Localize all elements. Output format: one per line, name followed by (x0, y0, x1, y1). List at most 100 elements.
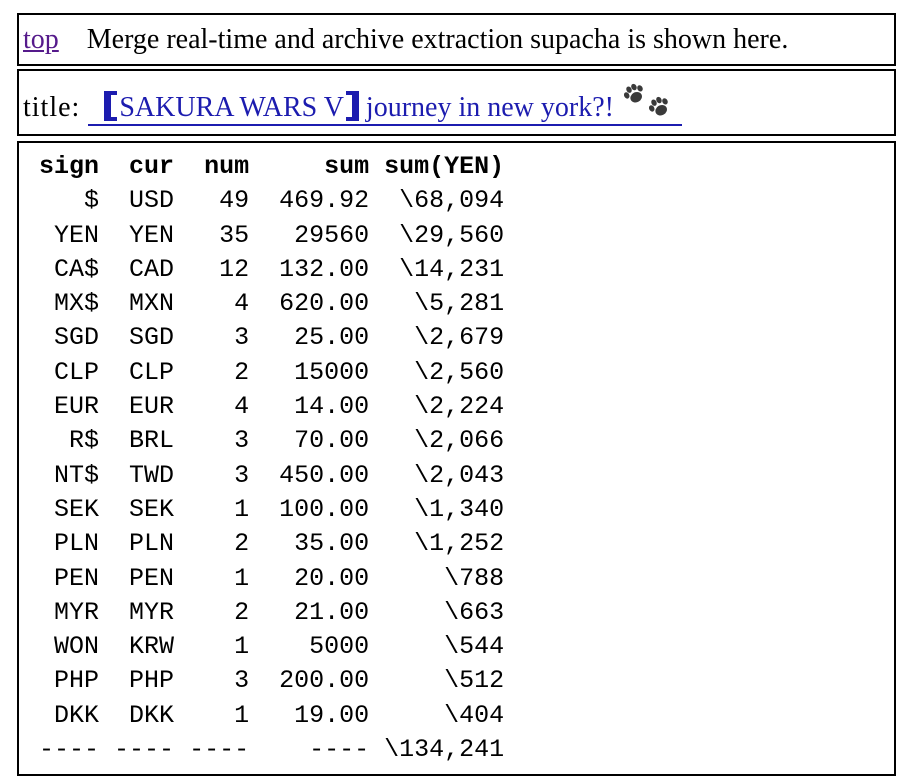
lenticular-bracket-open-icon (104, 91, 118, 121)
cell-num: 2 (189, 357, 250, 387)
cell-sum: 14.00 (264, 392, 370, 422)
cell-sum-yen: \134,241 (384, 735, 505, 765)
cell-num: 3 (189, 323, 250, 353)
cell-sum: 132.00 (264, 254, 370, 284)
video-title-link[interactable]: SAKURA WARS V journey in new york?! (88, 83, 682, 126)
header-text: Merge real-time and archive extraction s… (86, 24, 789, 55)
cell-sum: 21.00 (264, 597, 370, 627)
top-link[interactable]: top (23, 24, 59, 55)
table-row: YEN YEN 35 29560 \29,560 (39, 219, 894, 253)
table-row: SGD SGD 3 25.00 \2,679 (39, 321, 894, 355)
title-label: title: (23, 92, 81, 123)
cell-cur: CLP (114, 357, 175, 387)
cell-cur: SGD (114, 323, 175, 353)
cell-sum-yen: \663 (384, 597, 505, 627)
cell-cur: EUR (114, 392, 175, 422)
cell-cur: PHP (114, 666, 175, 696)
cell-num: 3 (189, 666, 250, 696)
cell-cur: CAD (114, 254, 175, 284)
cell-sum: 5000 (264, 632, 370, 662)
table-row: EUR EUR 4 14.00 \2,224 (39, 390, 894, 424)
cell-num: 35 (189, 220, 250, 250)
cell-sum-yen: \544 (384, 632, 505, 662)
table-row: NT$ TWD 3 450.00 \2,043 (39, 459, 894, 493)
cell-num: 1 (189, 700, 250, 730)
cell-num: 2 (189, 597, 250, 627)
table-row: MYR MYR 2 21.00 \663 (39, 596, 894, 630)
cell-sign: ---- (39, 735, 100, 765)
cell-sum-yen: \5,281 (384, 289, 505, 319)
column-header-num: num (189, 152, 250, 181)
cell-sum: 19.00 (264, 700, 370, 730)
cell-sign: WON (39, 632, 100, 662)
cell-num: ---- (189, 735, 250, 765)
column-header-sign: sign (39, 152, 100, 181)
cell-sum-yen: \1,252 (384, 529, 505, 559)
table-row: CA$ CAD 12 132.00 \14,231 (39, 253, 894, 287)
cell-cur: SEK (114, 494, 175, 524)
cell-sum-yen: \68,094 (384, 186, 505, 216)
cell-sum: 100.00 (264, 494, 370, 524)
cell-cur: BRL (114, 426, 175, 456)
cell-sign: CLP (39, 357, 100, 387)
cell-sign: NT$ (39, 460, 100, 490)
cell-num: 12 (189, 254, 250, 284)
cell-num: 4 (189, 289, 250, 319)
cell-num: 2 (189, 529, 250, 559)
cell-sum-yen: \1,340 (384, 494, 505, 524)
cell-cur: USD (114, 186, 175, 216)
cell-cur: MYR (114, 597, 175, 627)
cell-cur: PLN (114, 529, 175, 559)
cell-sum-yen: \2,224 (384, 392, 505, 422)
cell-sign: PLN (39, 529, 100, 559)
cell-cur: DKK (114, 700, 175, 730)
cell-sign: YEN (39, 220, 100, 250)
cell-cur: TWD (114, 460, 175, 490)
cell-sum-yen: \29,560 (384, 220, 505, 250)
cell-num: 4 (189, 392, 250, 422)
paw-prints-icon (623, 83, 668, 116)
cell-sign: R$ (39, 426, 100, 456)
column-header-sum: sum (264, 152, 370, 181)
cell-sum: 200.00 (264, 666, 370, 696)
table-row: CLP CLP 2 15000 \2,560 (39, 356, 894, 390)
table-row: PHP PHP 3 200.00 \512 (39, 664, 894, 698)
cell-num: 49 (189, 186, 250, 216)
cell-cur: ---- (114, 735, 175, 765)
cell-cur: PEN (114, 563, 175, 593)
table-row: PLN PLN 2 35.00 \1,252 (39, 527, 894, 561)
cell-sum: 450.00 (264, 460, 370, 490)
cell-cur: KRW (114, 632, 175, 662)
cell-num: 3 (189, 460, 250, 490)
cell-sum-yen: \2,066 (384, 426, 505, 456)
cell-cur: YEN (114, 220, 175, 250)
cell-sign: SGD (39, 323, 100, 353)
cell-sign: MYR (39, 597, 100, 627)
cell-num: 1 (189, 632, 250, 662)
column-header-sum-yen: sum(YEN) (384, 152, 505, 181)
cell-num: 1 (189, 563, 250, 593)
cell-sum-yen: \788 (384, 563, 505, 593)
cell-sum-yen: \404 (384, 700, 505, 730)
header-bar: top Merge real-time and archive extractio… (17, 13, 896, 66)
cell-sum-yen: \14,231 (384, 254, 505, 284)
title-bar: title: SAKURA WARS V journey in new york?… (17, 69, 896, 136)
cell-sum: 25.00 (264, 323, 370, 353)
cell-sum-yen: \512 (384, 666, 505, 696)
column-header-cur: cur (114, 152, 175, 181)
cell-sign: CA$ (39, 254, 100, 284)
cell-num: 3 (189, 426, 250, 456)
cell-cur: MXN (114, 289, 175, 319)
cell-sign: EUR (39, 392, 100, 422)
table-row: WON KRW 1 5000 \544 (39, 630, 894, 664)
currency-table: sign cur num sum sum(YEN) $ USD 49 469.9… (17, 141, 896, 776)
table-row: $ USD 49 469.92 \68,094 (39, 184, 894, 218)
table-row: SEK SEK 1 100.00 \1,340 (39, 493, 894, 527)
cell-sign: PEN (39, 563, 100, 593)
cell-sum: 15000 (264, 357, 370, 387)
page-content: top Merge real-time and archive extractio… (17, 13, 896, 776)
video-title-suffix: journey in new york?! (358, 92, 614, 123)
cell-sum: 469.92 (264, 186, 370, 216)
table-row: ---- ---- ---- ---- \134,241 (39, 733, 894, 767)
cell-sum-yen: \2,679 (384, 323, 505, 353)
